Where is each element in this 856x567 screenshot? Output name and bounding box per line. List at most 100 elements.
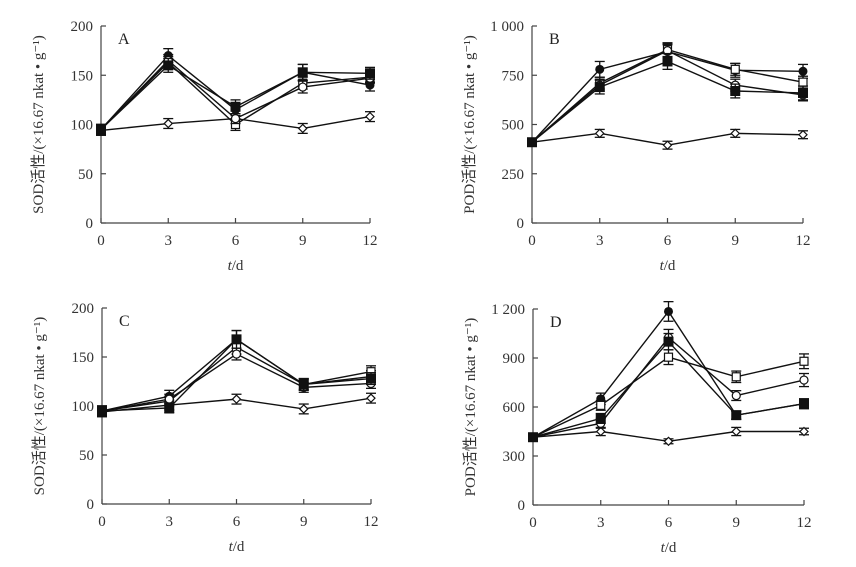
marker-square-filled — [731, 410, 742, 421]
marker-square-open — [731, 372, 741, 382]
y-axis-title: SOD活性/(×16.67 nkat • g⁻¹) — [31, 317, 48, 496]
y-tick-label: 600 — [503, 400, 526, 416]
y-tick-label: 750 — [502, 68, 525, 84]
y-tick-label: 0 — [518, 498, 526, 514]
y-tick-label: 200 — [72, 301, 95, 317]
marker-square-filled — [527, 137, 537, 148]
x-axis-title-var: t — [229, 539, 234, 555]
panel-d: 0 300 600 900 1 200 0 3 6 9 12 t/d POD活性/(×16.67 nk… — [462, 300, 812, 556]
marker-diamond-open — [799, 426, 809, 437]
marker-square-filled — [230, 101, 241, 112]
marker-diamond-open — [594, 128, 605, 139]
x-tick-label: 0 — [528, 233, 536, 249]
marker-square-filled — [297, 67, 308, 78]
y-tick-label: 0 — [517, 216, 525, 232]
x-axis-title-unit: /d — [665, 540, 677, 556]
panel-b: 0 250 500 750 1 000 0 3 6 9 12 t/d POD活性/(×16.67 nk… — [461, 19, 811, 274]
series-filled-square — [97, 329, 376, 417]
marker-square-filled — [298, 379, 309, 390]
y-tick-label: 200 — [71, 19, 94, 35]
y-tick-label: 250 — [502, 167, 525, 183]
y-tick-label: 900 — [503, 351, 526, 367]
series-open-diamond — [527, 128, 808, 151]
x-tick-label: 6 — [232, 233, 240, 249]
panel-letter: C — [119, 313, 130, 330]
x-tick-label: 0 — [98, 514, 106, 530]
x-tick-label: 3 — [596, 233, 604, 249]
series-filled-square — [96, 57, 375, 136]
marker-diamond-open — [595, 426, 606, 437]
x-axis-title: t/d — [660, 258, 676, 274]
x-tick-label: 6 — [233, 514, 241, 530]
x-tick-label: 3 — [166, 514, 174, 530]
y-tick-label: 150 — [72, 350, 95, 366]
y-axis-title: POD活性/(×16.67 nkat • g⁻¹) — [461, 35, 478, 214]
marker-square-filled — [231, 334, 242, 345]
marker-circle-open — [164, 394, 174, 404]
marker-diamond-open — [231, 394, 242, 404]
x-tick-label: 9 — [732, 233, 740, 249]
marker-square-filled — [594, 82, 605, 93]
marker-diamond-open — [366, 393, 376, 404]
series-line — [532, 356, 805, 438]
x-tick-label: 12 — [364, 514, 379, 530]
marker-square-filled — [528, 432, 538, 443]
marker-square-filled — [798, 87, 808, 98]
x-tick-label: 12 — [797, 515, 812, 531]
y-tick-label: 150 — [71, 68, 94, 84]
y-tick-label: 50 — [78, 167, 93, 183]
x-tick-label: 12 — [363, 233, 378, 249]
marker-diamond-open — [663, 436, 674, 447]
series-line — [531, 60, 804, 143]
marker-square-filled — [96, 124, 106, 135]
marker-square-open — [799, 356, 809, 366]
marker-square-filled — [662, 56, 673, 67]
marker-square-filled — [163, 60, 174, 71]
x-tick-label: 9 — [733, 515, 741, 531]
marker-square-filled — [595, 413, 606, 424]
marker-circle-filled — [664, 306, 673, 316]
series-filled-square — [527, 52, 808, 148]
marker-diamond-open — [297, 123, 308, 134]
x-axis-title-unit: /d — [232, 258, 244, 274]
x-tick-label: 9 — [300, 514, 308, 530]
y-tick-label: 1 200 — [491, 302, 525, 318]
x-axis-title-unit: /d — [664, 258, 676, 274]
marker-square-filled — [663, 336, 674, 347]
panel-letter: A — [118, 31, 130, 48]
marker-square-filled — [97, 405, 107, 416]
x-axis-title-var: t — [228, 258, 233, 274]
x-axis-title-unit: /d — [233, 539, 245, 555]
marker-diamond-open — [798, 129, 808, 140]
series-filled-square — [528, 332, 809, 443]
marker-diamond-open — [662, 140, 673, 151]
marker-square-filled — [730, 86, 741, 97]
x-tick-label: 12 — [796, 233, 811, 249]
marker-square-filled — [365, 68, 375, 79]
y-tick-label: 300 — [503, 449, 526, 465]
marker-square-open — [730, 64, 740, 74]
y-tick-label: 500 — [502, 118, 525, 134]
y-tick-label: 0 — [87, 497, 95, 513]
y-tick-label: 0 — [86, 216, 94, 232]
panel-letter: D — [550, 314, 562, 331]
x-tick-label: 3 — [165, 233, 173, 249]
y-tick-label: 1 000 — [490, 19, 524, 35]
y-tick-label: 50 — [79, 448, 94, 464]
y-tick-label: 100 — [72, 399, 95, 415]
x-axis-title-var: t — [660, 258, 665, 274]
y-axis-title: POD活性/(×16.67 nkat • g⁻¹) — [462, 318, 479, 497]
x-axis-title-var: t — [661, 540, 666, 556]
marker-diamond-open — [298, 404, 309, 414]
x-tick-label: 0 — [97, 233, 105, 249]
x-tick-label: 6 — [664, 233, 672, 249]
marker-diamond-open — [163, 118, 174, 129]
y-axis-title: SOD活性/(×16.67 nkat • g⁻¹) — [30, 35, 47, 214]
x-tick-label: 9 — [299, 233, 307, 249]
x-axis-title: t/d — [228, 258, 244, 274]
marker-circle-filled — [595, 64, 605, 74]
marker-circle-open — [231, 349, 242, 359]
marker-circle-open — [799, 375, 809, 385]
x-tick-label: 6 — [665, 515, 673, 531]
